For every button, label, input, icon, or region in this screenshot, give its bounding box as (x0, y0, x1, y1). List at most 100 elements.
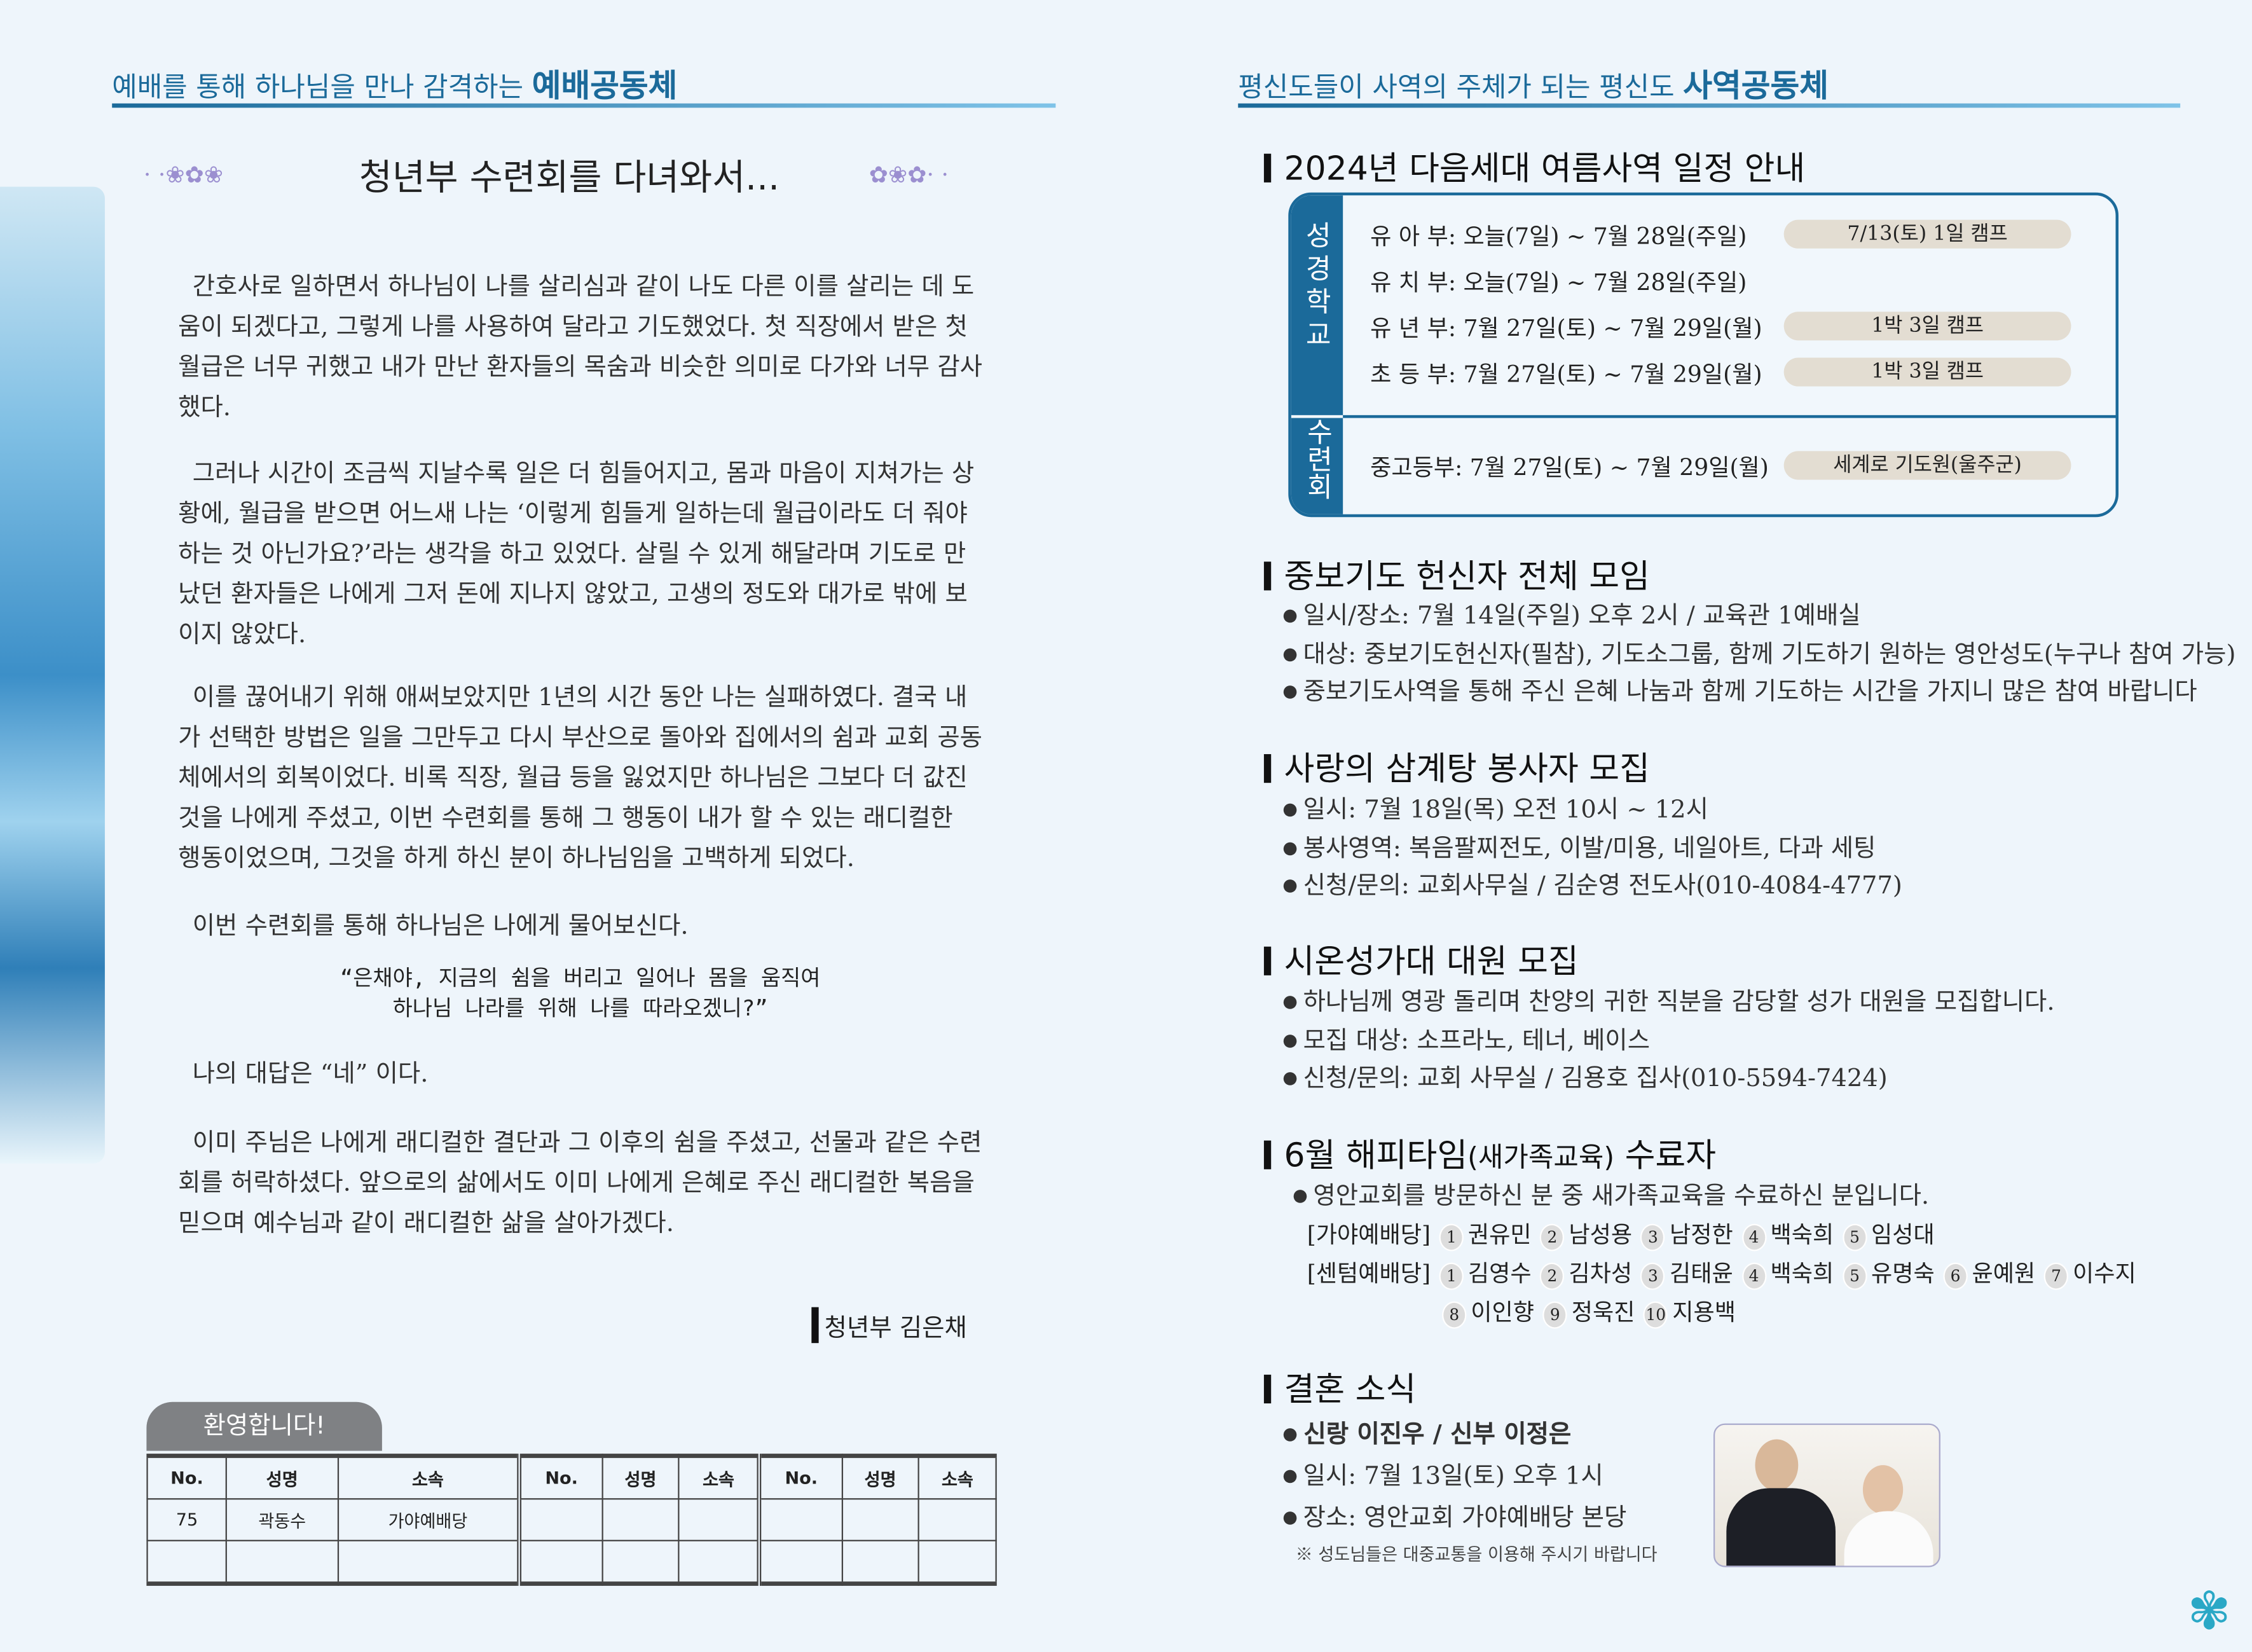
graduate-name: 지용백 (1672, 1298, 1736, 1326)
section-title-samgyetang: 사랑의 삼계탕 봉사자 모집 (1264, 741, 1650, 790)
number-badge: 1 (1439, 1262, 1464, 1290)
wedding-photo (1713, 1423, 1940, 1567)
happytime-intro: 영안교회를 방문하신 분 중 새가족교육을 수료하신 분입니다. (1293, 1178, 1929, 1216)
number-badge: 3 (1640, 1262, 1666, 1290)
column-header: 성명 (601, 1455, 680, 1500)
wedding-couple: 신랑 이진우 / 신부 이정은 (1282, 1414, 1626, 1456)
section-title-prayer: 중보기도 헌신자 전체 모임 (1264, 549, 1650, 598)
group-label-bible-school-panel: 성경학교 (1291, 195, 1343, 415)
header-divider (1238, 103, 2181, 108)
list-item: 대상: 중보기도헌신자(필참), 기도소그룹, 함께 기도하기 원하는 영안성도… (1282, 636, 2236, 674)
list-item: 신청/문의: 교회 사무실 / 김용호 집사(010-5594-7424) (1282, 1060, 2054, 1098)
graduate-name: 남정한 (1669, 1221, 1733, 1249)
section-title-summer: 2024년 다음세대 여름사역 일정 안내 (1264, 141, 1806, 189)
number-badge: 7 (2043, 1262, 2069, 1290)
column-header: 성명 (226, 1455, 339, 1500)
answer: 나의 대답은 “네” 이다. (192, 1060, 429, 1089)
graduate-name: 남성용 (1569, 1221, 1633, 1249)
table-cell (841, 1539, 920, 1585)
table-cell (146, 1539, 228, 1585)
section-title-wedding: 결혼 소식 (1264, 1362, 1417, 1411)
intro-text: 영안교회를 방문하신 분 중 새가족교육을 수료하신 분입니다. (1293, 1178, 1929, 1216)
group-label-bible-school: 성경학교 (1300, 221, 1333, 354)
number-badge: 6 (1943, 1262, 1968, 1290)
table-cell (678, 1498, 760, 1541)
prayer-list: 일시/장소: 7월 14일(주일) 오후 2시 / 교육관 1예배실대상: 중보… (1282, 598, 2236, 712)
schedule-row: 중고등부: 7월 27일(토) ~ 7월 29일(월) (1370, 453, 1769, 481)
schedule-note-badge: 1박 3일 캠프 (1783, 312, 2071, 341)
paragraph: 그러나 시간이 조금씩 지날수록 일은 더 힘들어지고, 몸과 마음이 지쳐가는… (178, 459, 975, 650)
number-badge: 9 (1542, 1301, 1567, 1329)
graduate-name: 이수지 (2073, 1260, 2136, 1288)
graduate-name: 권유민 (1467, 1221, 1532, 1249)
header-bold: 예배공동체 (532, 69, 678, 105)
graduates: [가야예배당] 1 권유민 2 남성용 3 남정한 4 백숙희 5 임성대 [센텀예배당] 1 김영수 2… (1307, 1215, 2136, 1332)
paragraph: 간호사로 일하면서 하나님이 나를 살리심과 같이 나도 다른 이를 살리는 데… (178, 273, 982, 423)
header-prefix: 예배를 통해 하나님을 만나 감격하는 (112, 71, 524, 104)
list-item: 일시: 7월 18일(목) 오전 10시 ~ 12시 (1282, 792, 1902, 830)
table-cell (336, 1539, 521, 1585)
article-title: 청년부 수련회를 다녀와서... (359, 156, 780, 198)
church-logo-icon: ✾ (2187, 1583, 2231, 1642)
list-item: 일시/장소: 7월 14일(주일) 오후 2시 / 교육관 1예배실 (1282, 598, 2235, 636)
schedule-note-badge: 7/13(토) 1일 캠프 (1783, 219, 2071, 249)
title-end: 수료자 (1614, 1138, 1717, 1175)
welcome-table: No. 성명 소속 No. 성명 소속 No. 성명 소속 75 곽동수 가야예배당 (146, 1454, 997, 1586)
table-cell (601, 1539, 680, 1585)
column-header: No. (146, 1455, 228, 1500)
graduate-name: 백숙희 (1770, 1260, 1834, 1288)
center-label: [센텀예배당] (1307, 1260, 1431, 1288)
table-cell (918, 1498, 997, 1541)
wedding-time: 일시: 7월 13일(토) 오후 1시 (1282, 1455, 1626, 1497)
column-header: 소속 (918, 1455, 997, 1500)
schedule-note-badge: 세계로 기도원(울주군) (1783, 451, 2071, 480)
table-cell (757, 1498, 843, 1541)
list-item: 봉사영역: 복음팔찌전도, 이발/미용, 네일아트, 다과 세팅 (1282, 830, 1902, 868)
table-row (146, 1539, 997, 1585)
group-label-retreat: 수련회 (1301, 418, 1334, 500)
wedding-place: 장소: 영안교회 가야예배당 본당 (1282, 1497, 1627, 1539)
section-title-choir: 시온성가대 대원 모집 (1264, 933, 1579, 982)
schedule-note-badge: 1박 3일 캠프 (1783, 357, 2071, 387)
flower-decoration-icon: · ·❀✿❀ (143, 161, 224, 188)
table-row: 75 곽동수 가야예배당 (146, 1498, 997, 1541)
wedding-list: 신랑 이진우 / 신부 이정은 일시: 7월 13일(토) 오후 1시 장소: … (1282, 1414, 1627, 1539)
section-title-happytime: 6월 해피타임(새가족교육) 수료자 (1264, 1127, 1716, 1176)
column-header: No. (517, 1455, 603, 1500)
paragraph: 이번 수련회를 통해 하나님은 나에게 물어보신다. (192, 912, 689, 941)
quote-line: 하나님 나라를 위해 나를 따라오겠니?” (392, 995, 768, 1022)
list-item: 중보기도사역을 통해 주신 은혜 나눔과 함께 기도하는 시간을 가지니 많은 … (1282, 673, 2235, 712)
schedule-row: 유 아 부: 오늘(7일) ~ 7월 28일(주일) (1370, 223, 1747, 251)
column-header: 성명 (841, 1455, 920, 1500)
graduate-name: 유명숙 (1871, 1260, 1935, 1288)
ocean-wave-image (0, 186, 105, 1164)
graduate-name: 김영수 (1467, 1260, 1532, 1288)
author: 청년부 김은채 (811, 1307, 967, 1344)
table-cell (678, 1539, 760, 1585)
schedule-row: 초 등 부: 7월 27일(토) ~ 7월 29일(월) (1370, 361, 1762, 388)
graduate-name: 백숙희 (1770, 1221, 1834, 1249)
list-item: 신청/문의: 교회사무실 / 김순영 전도사(010-4084-4777) (1282, 867, 1902, 905)
group-label-retreat-panel: 수련회 (1291, 418, 1343, 514)
number-badge: 1 (1439, 1223, 1464, 1251)
choir-list: 하나님께 영광 돌리며 찬양의 귀한 직분을 감당할 성가 대원을 모집합니다.… (1282, 984, 2055, 1098)
paragraph: 이를 끊어내기 위해 애써보았지만 1년의 시간 동안 나는 실패하였다. 결국… (178, 684, 982, 874)
table-cell (841, 1498, 920, 1541)
quote-line: “은채야, 지금의 쉼을 버리고 일어나 몸을 움직여 (340, 965, 821, 991)
table-cell (757, 1539, 843, 1585)
number-badge: 10 (1644, 1301, 1668, 1329)
summer-schedule-box: 성경학교 수련회 유 아 부: 오늘(7일) ~ 7월 28일(주일) 7/13(… (1288, 192, 2119, 518)
graduate-name: 김차성 (1569, 1260, 1633, 1288)
divider (1343, 415, 2116, 418)
header-divider (112, 103, 1056, 108)
number-badge: 4 (1741, 1262, 1766, 1290)
column-header: 소속 (678, 1455, 760, 1500)
graduate-name: 김태윤 (1669, 1260, 1733, 1288)
number-badge: 2 (1540, 1262, 1565, 1290)
table-cell (601, 1498, 680, 1541)
table-header-row: No. 성명 소속 No. 성명 소속 No. 성명 소속 (146, 1455, 997, 1500)
number-badge: 5 (1842, 1223, 1867, 1251)
list-item: 모집 대상: 소프라노, 테너, 베이스 (1282, 1022, 2054, 1060)
list-item: 하나님께 영광 돌리며 찬양의 귀한 직분을 감당할 성가 대원을 모집합니다. (1282, 984, 2055, 1022)
